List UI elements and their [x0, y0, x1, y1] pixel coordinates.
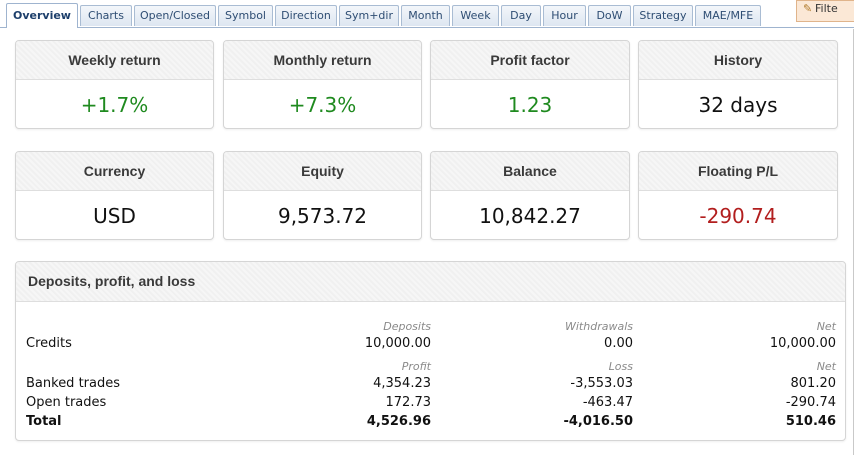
- tab-bar: Overview Charts Open/Closed Symbol Direc…: [0, 0, 854, 29]
- stat-card-value: +1.7%: [80, 93, 149, 117]
- tab-direction[interactable]: Direction: [275, 5, 337, 26]
- tab-hour[interactable]: Hour: [543, 5, 586, 26]
- column-caption-profit: Profit: [401, 360, 431, 373]
- pnl-panel-title: Deposits, profit, and loss: [16, 262, 845, 302]
- cell-banked-net: 801.20: [790, 376, 837, 391]
- stat-card-label: Equity: [224, 152, 421, 191]
- tab-day[interactable]: Day: [501, 5, 541, 26]
- stat-card-value: -290.74: [699, 204, 777, 228]
- pnl-panel: Deposits, profit, and loss Deposits With…: [15, 261, 846, 441]
- tab-week[interactable]: Week: [452, 5, 499, 26]
- cell-banked-profit: 4,354.23: [373, 376, 431, 391]
- stat-card-monthly-return: Monthly return +7.3%: [223, 40, 422, 129]
- cell-open-profit: 172.73: [385, 395, 432, 410]
- tab-overview[interactable]: Overview: [6, 3, 78, 28]
- stat-card-weekly-return: Weekly return +1.7%: [15, 40, 214, 129]
- stat-card-label: Currency: [16, 152, 213, 191]
- stat-card-balance: Balance 10,842.27: [430, 151, 630, 240]
- stat-card-label: Floating P/L: [639, 152, 837, 191]
- stat-card-value: 1.23: [507, 93, 553, 117]
- cell-banked-loss: -3,553.03: [570, 376, 633, 391]
- stat-card-value: 9,573.72: [277, 204, 368, 228]
- cell-open-loss: -463.47: [582, 395, 633, 410]
- row-label-total: Total: [26, 414, 62, 429]
- stat-card-value: USD: [93, 204, 136, 228]
- tab-dow[interactable]: DoW: [588, 5, 631, 26]
- cell-credits-withdrawals: 0.00: [604, 336, 633, 351]
- cell-total-loss: -4,016.50: [563, 414, 633, 429]
- row-label-banked-trades: Banked trades: [26, 376, 121, 391]
- tab-mae-mfe[interactable]: MAE/MFE: [695, 5, 761, 26]
- stat-card-history: History 32 days: [638, 40, 838, 129]
- stat-card-label: Balance: [431, 152, 629, 191]
- stat-card-label: Monthly return: [224, 41, 421, 80]
- filter-button[interactable]: ✎ Filte: [796, 0, 854, 22]
- funnel-pencil-icon: ✎: [803, 2, 813, 15]
- row-label-open-trades: Open trades: [26, 395, 107, 410]
- stat-card-equity: Equity 9,573.72: [223, 151, 422, 240]
- cell-total-net: 510.46: [785, 414, 836, 429]
- stat-card-value: +7.3%: [288, 93, 357, 117]
- tab-sym-dir[interactable]: Sym+dir: [339, 5, 399, 26]
- filter-button-label: Filte: [815, 2, 838, 15]
- row-label-credits: Credits: [26, 336, 72, 351]
- tab-symbol[interactable]: Symbol: [218, 5, 273, 26]
- tab-strategy[interactable]: Strategy: [633, 5, 693, 26]
- stat-card-value: 32 days: [698, 93, 778, 117]
- column-caption-loss: Loss: [608, 360, 633, 373]
- stat-card-label: Weekly return: [16, 41, 213, 80]
- stat-card-profit-factor: Profit factor 1.23: [430, 40, 630, 129]
- stat-card-floating-pl: Floating P/L -290.74: [638, 151, 838, 240]
- column-caption-deposits: Deposits: [383, 320, 431, 333]
- tab-bar-baseline: [0, 27, 854, 28]
- stat-card-value: 10,842.27: [479, 204, 581, 228]
- cell-credits-net: 10,000.00: [769, 336, 836, 351]
- stat-card-currency: Currency USD: [15, 151, 214, 240]
- column-caption-net: Net: [816, 320, 836, 333]
- column-caption-net: Net: [816, 360, 836, 373]
- cell-credits-deposits: 10,000.00: [364, 336, 431, 351]
- tab-charts[interactable]: Charts: [80, 5, 132, 26]
- stat-card-label: History: [639, 41, 837, 80]
- column-caption-withdrawals: Withdrawals: [565, 320, 633, 333]
- cell-open-net: -290.74: [785, 395, 836, 410]
- tab-open-closed[interactable]: Open/Closed: [134, 5, 216, 26]
- tab-month[interactable]: Month: [401, 5, 450, 26]
- stat-card-label: Profit factor: [431, 41, 629, 80]
- cell-total-profit: 4,526.96: [366, 414, 431, 429]
